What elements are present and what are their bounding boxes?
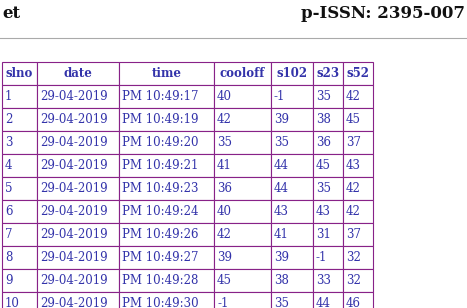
Text: 29-04-2019: 29-04-2019 [40, 182, 107, 195]
Text: 44: 44 [274, 159, 289, 172]
Text: 29-04-2019: 29-04-2019 [40, 90, 107, 103]
Text: cooloff: cooloff [220, 67, 265, 80]
Text: 38: 38 [316, 113, 331, 126]
Text: 44: 44 [274, 182, 289, 195]
Text: 42: 42 [346, 182, 361, 195]
Text: 33: 33 [316, 274, 331, 287]
Text: 40: 40 [217, 90, 232, 103]
Text: 36: 36 [316, 136, 331, 149]
Text: 29-04-2019: 29-04-2019 [40, 228, 107, 241]
Text: s102: s102 [276, 67, 308, 80]
Text: 2: 2 [5, 113, 12, 126]
Text: PM 10:49:19: PM 10:49:19 [122, 113, 198, 126]
Text: 35: 35 [274, 297, 289, 308]
Text: -1: -1 [274, 90, 285, 103]
Text: s23: s23 [317, 67, 340, 80]
Text: 8: 8 [5, 251, 12, 264]
Text: 39: 39 [274, 113, 289, 126]
Text: 39: 39 [217, 251, 232, 264]
Text: 38: 38 [274, 274, 289, 287]
Text: 35: 35 [217, 136, 232, 149]
Text: 29-04-2019: 29-04-2019 [40, 297, 107, 308]
Text: 35: 35 [274, 136, 289, 149]
Text: 40: 40 [217, 205, 232, 218]
Text: 43: 43 [316, 205, 331, 218]
Text: 39: 39 [274, 251, 289, 264]
Text: 41: 41 [217, 159, 232, 172]
Text: 36: 36 [217, 182, 232, 195]
Text: 31: 31 [316, 228, 331, 241]
Text: 37: 37 [346, 136, 361, 149]
Text: 45: 45 [316, 159, 331, 172]
Text: 35: 35 [316, 90, 331, 103]
Text: 3: 3 [5, 136, 13, 149]
Text: 35: 35 [316, 182, 331, 195]
Text: PM 10:49:24: PM 10:49:24 [122, 205, 198, 218]
Text: PM 10:49:17: PM 10:49:17 [122, 90, 198, 103]
Text: slno: slno [6, 67, 33, 80]
Text: 43: 43 [346, 159, 361, 172]
Text: PM 10:49:21: PM 10:49:21 [122, 159, 198, 172]
Text: 44: 44 [316, 297, 331, 308]
Text: 37: 37 [346, 228, 361, 241]
Text: 42: 42 [346, 205, 361, 218]
Text: 4: 4 [5, 159, 13, 172]
Text: 29-04-2019: 29-04-2019 [40, 113, 107, 126]
Text: time: time [151, 67, 182, 80]
Text: 45: 45 [217, 274, 232, 287]
Text: 6: 6 [5, 205, 13, 218]
Text: 45: 45 [346, 113, 361, 126]
Text: 32: 32 [346, 251, 361, 264]
Text: 42: 42 [217, 113, 232, 126]
Text: PM 10:49:23: PM 10:49:23 [122, 182, 198, 195]
Text: 42: 42 [217, 228, 232, 241]
Text: 42: 42 [346, 90, 361, 103]
Text: -1: -1 [316, 251, 327, 264]
Text: 32: 32 [346, 274, 361, 287]
Text: -1: -1 [217, 297, 228, 308]
Text: date: date [64, 67, 92, 80]
Text: PM 10:49:26: PM 10:49:26 [122, 228, 198, 241]
Text: 5: 5 [5, 182, 13, 195]
Text: 29-04-2019: 29-04-2019 [40, 205, 107, 218]
Text: 7: 7 [5, 228, 13, 241]
Text: PM 10:49:30: PM 10:49:30 [122, 297, 198, 308]
Text: PM 10:49:27: PM 10:49:27 [122, 251, 198, 264]
Text: s52: s52 [347, 67, 369, 80]
Text: 10: 10 [5, 297, 20, 308]
Text: 29-04-2019: 29-04-2019 [40, 251, 107, 264]
Text: p-ISSN: 2395-007: p-ISSN: 2395-007 [301, 5, 465, 22]
Text: et: et [2, 5, 20, 22]
Text: PM 10:49:28: PM 10:49:28 [122, 274, 198, 287]
Text: 29-04-2019: 29-04-2019 [40, 136, 107, 149]
Text: PM 10:49:20: PM 10:49:20 [122, 136, 198, 149]
Text: 9: 9 [5, 274, 13, 287]
Text: 43: 43 [274, 205, 289, 218]
Text: 46: 46 [346, 297, 361, 308]
Text: 41: 41 [274, 228, 289, 241]
Text: 29-04-2019: 29-04-2019 [40, 159, 107, 172]
Text: 1: 1 [5, 90, 12, 103]
Text: 29-04-2019: 29-04-2019 [40, 274, 107, 287]
